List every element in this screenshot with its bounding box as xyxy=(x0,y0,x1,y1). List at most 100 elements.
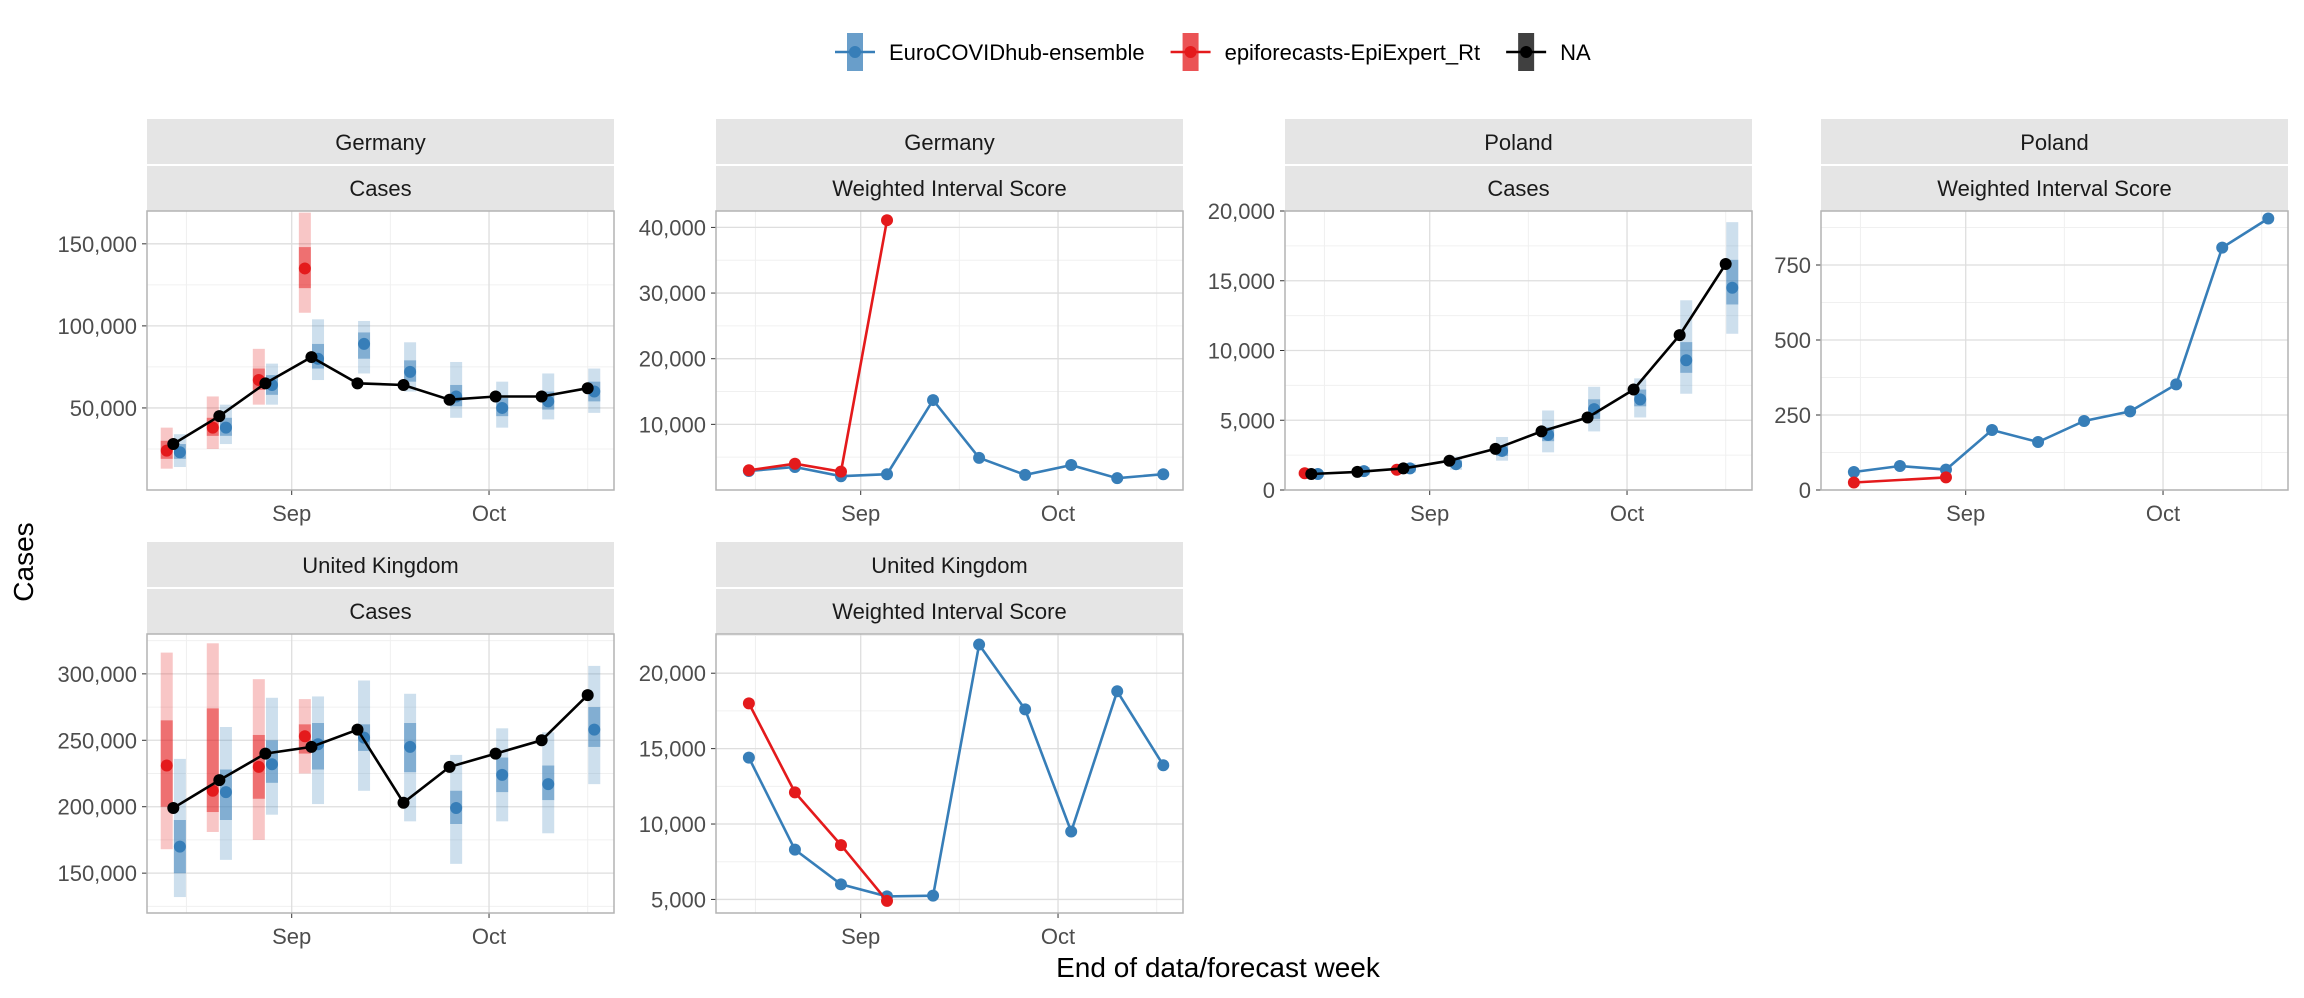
data-point xyxy=(535,734,548,747)
strip-location xyxy=(147,119,614,165)
data-point xyxy=(173,840,186,853)
x-tick-label: Oct xyxy=(1041,924,1075,949)
series-layer xyxy=(160,643,601,898)
data-point xyxy=(1157,468,1170,481)
plot-background xyxy=(147,211,614,490)
data-point xyxy=(1986,424,1999,436)
data-point xyxy=(489,747,502,760)
series-layer xyxy=(160,212,601,469)
data-point xyxy=(927,889,940,902)
series-line xyxy=(748,397,1164,480)
y-tick-label: 20,000 xyxy=(639,347,706,372)
panel-1: Germany Weighted Interval Score 10,000 20,0… xyxy=(639,119,1184,526)
strip-location-label: United Kingdom xyxy=(871,553,1028,578)
data-point xyxy=(1019,703,1032,716)
legend-label: EuroCOVIDhub-ensemble xyxy=(889,40,1145,65)
data-point xyxy=(973,638,986,651)
strip-target xyxy=(147,165,614,211)
data-point xyxy=(219,421,232,434)
strip-target-label: Cases xyxy=(349,176,411,201)
strip-target-label: Weighted Interval Score xyxy=(832,599,1066,624)
y-tick-label: 15,000 xyxy=(639,737,706,762)
data-point xyxy=(581,382,594,395)
legend-key-point xyxy=(849,46,861,58)
strip-target xyxy=(716,588,1183,634)
legend-label: epiforecasts-EpiExpert_Rt xyxy=(1225,40,1481,65)
data-point xyxy=(1847,476,1860,489)
data-point xyxy=(1065,459,1078,472)
x-tick-label: Sep xyxy=(841,924,880,949)
x-tick-label: Oct xyxy=(1041,501,1075,526)
legend-item-2: NA xyxy=(1506,33,1591,71)
strip-location-label: Poland xyxy=(2020,130,2089,155)
strip-target-label: Cases xyxy=(349,599,411,624)
data-point xyxy=(834,839,847,852)
data-point xyxy=(788,457,801,470)
data-point xyxy=(252,760,265,773)
data-point xyxy=(450,802,463,815)
data-point xyxy=(173,446,186,459)
data-point xyxy=(298,262,311,275)
panel-border xyxy=(146,633,615,914)
y-tick-label: 100,000 xyxy=(57,314,137,339)
series-layer xyxy=(742,638,1170,907)
data-point xyxy=(213,410,226,423)
data-point xyxy=(206,421,219,434)
data-point xyxy=(1443,454,1456,467)
data-point xyxy=(588,723,601,736)
data-point xyxy=(881,214,894,227)
y-tick-label: 200,000 xyxy=(57,795,137,820)
strip-target-label: Cases xyxy=(1487,176,1549,201)
series-layer xyxy=(742,214,1170,485)
data-point xyxy=(834,878,847,891)
data-point xyxy=(259,377,272,390)
legend-key-point xyxy=(1184,46,1197,58)
panel-border xyxy=(715,633,1184,914)
data-point xyxy=(298,730,311,743)
data-point xyxy=(305,740,318,753)
gridlines xyxy=(147,211,614,490)
y-tick-label: 750 xyxy=(1774,253,1811,278)
data-point xyxy=(1847,466,1860,478)
strip-location xyxy=(1285,119,1752,165)
y-tick-label: 10,000 xyxy=(639,812,706,837)
data-point xyxy=(881,468,894,481)
y-tick-label: 0 xyxy=(1799,478,1811,503)
data-point xyxy=(1489,442,1502,455)
data-point xyxy=(160,759,173,772)
panel-border xyxy=(146,210,615,491)
y-tick-label: 40,000 xyxy=(639,215,706,240)
legend-label: NA xyxy=(1560,40,1591,65)
data-point xyxy=(443,393,456,406)
data-point xyxy=(1719,258,1732,271)
data-point xyxy=(351,723,364,736)
x-tick-label: Sep xyxy=(841,501,880,526)
y-tick-label: 150,000 xyxy=(57,861,137,886)
series-line xyxy=(172,355,588,446)
strip-target xyxy=(1821,165,2288,211)
data-point xyxy=(397,796,410,809)
data-point xyxy=(496,401,509,414)
x-tick-label: Oct xyxy=(472,924,506,949)
y-tick-label: 15,000 xyxy=(1208,269,1275,294)
data-point xyxy=(1351,465,1364,478)
data-point xyxy=(742,697,755,710)
y-tick-label: 20,000 xyxy=(639,661,706,686)
data-point xyxy=(219,786,232,799)
panel-4: United Kingdom Cases 150,000 200,000 250,000… xyxy=(57,542,615,949)
panel-5: United Kingdom Weighted Interval Score 5,0… xyxy=(639,542,1184,949)
panel-0: Germany Cases 50,000 100,000 150,000 Sep Oct xyxy=(57,119,615,526)
data-point xyxy=(2216,241,2229,254)
strip-target-label: Weighted Interval Score xyxy=(1937,176,2171,201)
y-tick-label: 5,000 xyxy=(1220,408,1275,433)
strip-target-label: Weighted Interval Score xyxy=(832,176,1066,201)
series-line xyxy=(1853,217,2269,474)
legend-item-1: epiforecasts-EpiExpert_Rt xyxy=(1170,33,1481,71)
data-point xyxy=(397,378,410,391)
strip-location xyxy=(1821,119,2288,165)
series-line xyxy=(1853,476,1947,484)
data-point xyxy=(1680,354,1693,367)
data-point xyxy=(788,786,801,799)
strip-location-label: Poland xyxy=(1484,130,1553,155)
y-tick-label: 300,000 xyxy=(57,662,137,687)
